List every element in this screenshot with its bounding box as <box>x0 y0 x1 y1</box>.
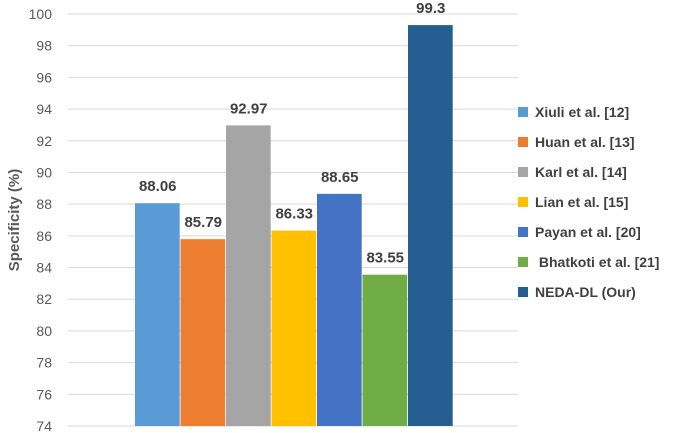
bar <box>362 274 408 426</box>
bar-value-label: 88.65 <box>321 169 359 186</box>
bars <box>135 25 453 426</box>
legend-entry-label: Karl et al. [14] <box>535 164 627 180</box>
legend-swatch <box>518 287 528 297</box>
bar-value-label: 99.3 <box>416 0 445 17</box>
y-tick-label: 74 <box>36 418 52 433</box>
legend-entry-label: Xiuli et al. [12] <box>535 104 629 120</box>
y-tick-label: 80 <box>36 323 52 339</box>
bar <box>408 25 453 426</box>
data-labels: 88.06 85.79 92.97 86.33 88.65 83.55 99.3 <box>139 0 445 267</box>
y-tick-label: 84 <box>36 260 52 276</box>
y-tick-label: 78 <box>36 355 52 371</box>
y-tick-label: 98 <box>36 38 52 54</box>
y-tick-label: 94 <box>36 101 52 117</box>
legend-entry-label: Lian et al. [15] <box>535 194 628 210</box>
legend-swatch <box>518 227 528 237</box>
y-axis-title: Specificity (%) <box>6 169 23 272</box>
legend-entry-label: Huan et al. [13] <box>535 134 635 150</box>
legend-swatch <box>518 257 528 267</box>
bar-value-label: 83.55 <box>366 250 404 267</box>
bar <box>135 203 180 426</box>
y-tick-label: 96 <box>36 69 52 85</box>
bar-value-label: 86.33 <box>275 206 313 223</box>
bar-value-label: 92.97 <box>230 100 268 117</box>
y-tick-label: 88 <box>36 196 52 212</box>
y-tick-label: 76 <box>36 386 52 402</box>
bar <box>226 125 271 426</box>
y-tick-label: 82 <box>36 291 52 307</box>
bar <box>271 230 317 426</box>
legend-entry-label: Bhatkoti et al. [21] <box>535 254 659 270</box>
y-tick-label: 100 <box>29 6 53 22</box>
y-tick-label: 90 <box>36 164 52 180</box>
bar <box>317 193 362 426</box>
bar-value-label: 85.79 <box>184 214 222 231</box>
bar <box>180 239 226 426</box>
legend-swatch <box>518 137 528 147</box>
bar-value-label: 88.06 <box>139 178 177 195</box>
legend-swatch <box>518 197 528 207</box>
legend: Xiuli et al. [12] Huan et al. [13] Karl et… <box>518 104 659 300</box>
legend-swatch <box>518 107 528 117</box>
legend-entry-label: Payan et al. [20] <box>535 224 641 240</box>
legend-entry-label: NEDA-DL (Our) <box>535 284 636 300</box>
legend-swatch <box>518 167 528 177</box>
y-tick-label: 86 <box>36 228 52 244</box>
y-axis-ticks: 74 76 78 80 82 84 86 88 90 92 94 96 98 100 <box>29 6 53 433</box>
y-tick-label: 92 <box>36 133 52 149</box>
